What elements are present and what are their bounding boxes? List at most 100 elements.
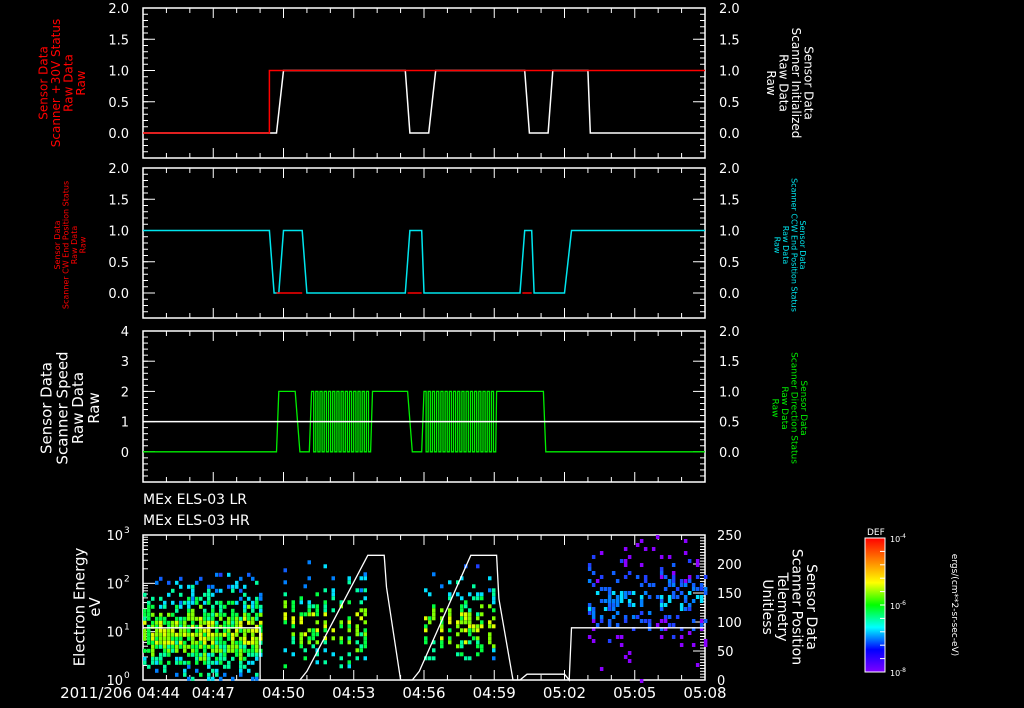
spectrogram-pixel <box>347 576 351 581</box>
spectrogram-pixel <box>195 652 199 657</box>
spectrogram-pixel <box>231 644 235 649</box>
spectrogram-pixel <box>223 640 227 645</box>
spectrogram-pixel <box>615 603 620 607</box>
spectrogram-pixel <box>207 592 211 597</box>
spectrogram-pixel <box>203 620 207 625</box>
spectrogram-pixel <box>151 624 155 629</box>
spectrogram-pixel <box>331 576 335 581</box>
spectrogram-pixel <box>207 636 211 641</box>
spectrogram-pixel <box>251 628 255 633</box>
spectrogram-pixel <box>171 588 175 593</box>
spectrogram-pixel <box>235 632 239 637</box>
spectrogram-pixel <box>151 644 155 649</box>
spectrogram-pixel <box>315 640 319 645</box>
spectrogram-pixel <box>659 567 664 571</box>
spectrogram-pixel <box>231 584 235 589</box>
spectrogram-pixel <box>355 640 359 645</box>
spectrogram-pixel <box>667 595 672 599</box>
spectrogram-pixel <box>191 652 195 657</box>
spectrogram-pixel <box>247 648 251 653</box>
spectrogram-pixel <box>347 616 351 621</box>
spectrogram-pixel <box>363 644 367 649</box>
spectrogram-pixel <box>464 616 468 621</box>
scanner-position-line <box>143 554 705 682</box>
spectrogram-pixel <box>179 620 183 625</box>
axis-label-line: Scanner Direction Status <box>789 352 799 464</box>
spectrogram-pixel <box>227 628 231 633</box>
spectrogram-pixel <box>655 535 660 539</box>
spectrogram-pixel <box>243 656 247 661</box>
spectrogram-pixel <box>211 620 215 625</box>
spectrogram-pixel <box>183 620 187 625</box>
spectrogram-pixel <box>635 543 640 547</box>
scanner-initialized-line <box>143 69 705 134</box>
spectrogram-pixel <box>231 632 235 637</box>
spectrogram-pixel <box>659 627 664 631</box>
spectrogram-pixel <box>215 632 219 637</box>
y-tick-label: 0.0 <box>108 127 129 142</box>
spectrogram-pixel <box>227 632 231 637</box>
spectrogram-pixel <box>195 628 199 633</box>
spectrogram-pixel <box>695 559 700 563</box>
spectrogram-pixel <box>315 592 319 597</box>
spectrogram-pixel <box>159 644 163 649</box>
spectrogram-pixel <box>243 628 247 633</box>
spectrogram-pixel <box>623 563 628 567</box>
spectrogram-pixel <box>695 575 700 579</box>
spectrogram-pixel <box>488 588 492 593</box>
spectrogram-pixel <box>315 608 319 613</box>
spectrogram-pixel <box>175 640 179 645</box>
spectrogram-pixel <box>667 583 672 587</box>
spectrogram-pixel <box>219 636 223 641</box>
spectrogram-pixel <box>235 644 239 649</box>
spectrogram-pixel <box>659 603 664 607</box>
spectrogram-pixel <box>679 583 684 587</box>
y-tick-label: 10 <box>106 529 123 544</box>
spectrogram-pixel <box>428 620 432 625</box>
spectrogram-pixel <box>163 668 167 673</box>
spectrogram-pixel <box>311 632 315 637</box>
spectrogram-pixel <box>460 608 464 613</box>
spectrogram-pixel <box>243 664 247 669</box>
spectrogram-pixel <box>460 616 464 621</box>
spectrogram-pixel <box>255 640 259 645</box>
spectrogram-pixel <box>183 628 187 633</box>
spectrogram-pixel <box>480 604 484 609</box>
axis-label-line: Raw Data <box>781 226 790 265</box>
spectrogram-pixel <box>223 648 227 653</box>
spectrogram-pixel <box>448 620 452 625</box>
spectrogram-pixel <box>587 567 592 571</box>
spectrogram-pixel <box>231 676 235 681</box>
axis-label-line: Raw <box>74 70 88 95</box>
spectrogram-pixel <box>488 620 492 625</box>
spectrogram-pixel <box>147 604 151 609</box>
spectrogram-pixel <box>432 656 436 661</box>
spectrogram-pixel <box>699 599 704 603</box>
spectrogram-pixel <box>611 571 616 575</box>
spectrogram-pixel <box>259 604 263 609</box>
spectrogram-pixel <box>195 596 199 601</box>
spectrogram-pixel <box>347 636 351 641</box>
spectrogram-pixel <box>243 632 247 637</box>
spectrogram-pixel <box>671 583 676 587</box>
spectrogram-pixel <box>323 636 327 641</box>
spectrogram-pixel <box>163 664 167 669</box>
spectrogram-pixel <box>255 676 259 681</box>
spectrogram-pixel <box>611 591 616 595</box>
spectrogram-pixel <box>703 643 708 647</box>
spectrogram-pixel <box>307 604 311 609</box>
spectrogram-pixel <box>211 608 215 613</box>
spectrogram-pixel <box>647 583 652 587</box>
spectrogram-pixel <box>691 643 696 647</box>
spectrogram-pixel <box>363 588 367 593</box>
spectrogram-pixel <box>227 572 231 577</box>
spectrogram-pixel <box>611 615 616 619</box>
spectrogram-pixel <box>476 612 480 617</box>
spectrogram-pixel <box>615 579 620 583</box>
spectrogram-pixel <box>299 620 303 625</box>
spectrogram-pixel <box>619 595 624 599</box>
spectrogram-pixel <box>215 640 219 645</box>
spectrogram-pixel <box>215 656 219 661</box>
spectrogram-pixel <box>303 656 307 661</box>
spectrogram-pixel <box>243 636 247 641</box>
